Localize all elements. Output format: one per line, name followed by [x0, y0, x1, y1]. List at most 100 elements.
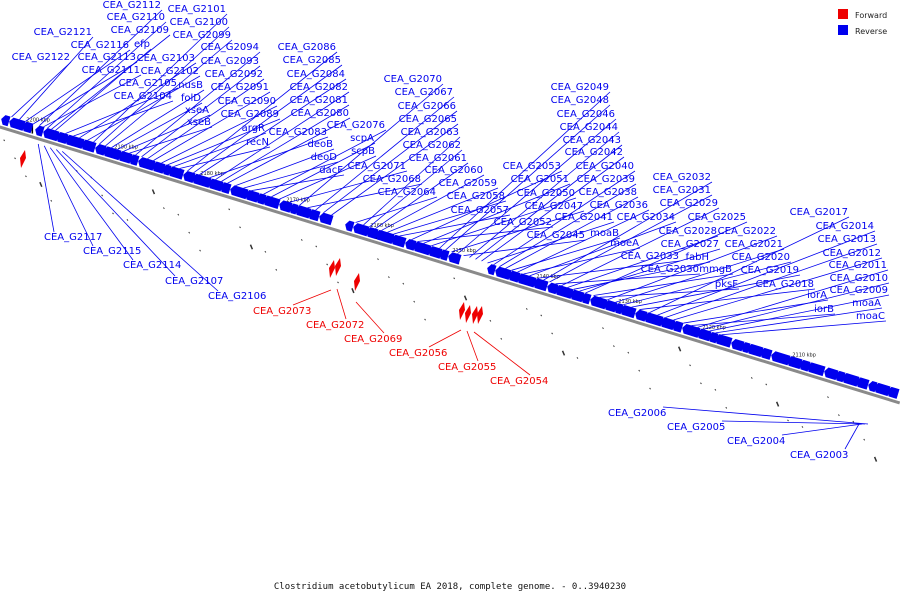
reverse-gene	[439, 249, 450, 261]
forward-gene-label-leader	[355, 301, 385, 334]
reverse-gene-label-leader	[221, 104, 350, 182]
reverse-gene-label: CEA_G2057	[451, 205, 509, 216]
position-dash	[613, 345, 615, 348]
reverse-gene-label-leader	[33, 61, 138, 125]
reverse-gene-label-leader	[369, 149, 463, 228]
reverse-gene-label-leader	[844, 423, 860, 450]
reverse-gene-label: CEA_G2034	[617, 212, 675, 223]
position-dash	[177, 213, 180, 216]
reverse-gene-label: CEA_G2115	[83, 246, 141, 257]
reverse-gene-label: moeA	[610, 238, 639, 249]
position-dash	[402, 282, 405, 285]
reverse-gene-label-leader	[55, 48, 152, 131]
reverse-gene-label: CEA_G2099	[173, 30, 231, 41]
position-dash	[101, 194, 104, 197]
reverse-gene-label-leader	[505, 196, 639, 269]
reverse-gene-label: CEA_G2094	[201, 42, 259, 53]
reverse-gene-label: CEA_G2033	[621, 251, 679, 262]
position-dash	[689, 364, 691, 367]
reverse-gene-label: CEA_G2005	[667, 422, 725, 433]
position-dash	[377, 258, 379, 261]
forward-gene-label-leader	[466, 330, 479, 362]
reverse-gene-label-leader	[51, 34, 171, 130]
genome-backbone	[0, 125, 900, 405]
reverse-gene-label: CEA_G2014	[816, 221, 874, 232]
reverse-gene	[747, 343, 764, 358]
forward-gene	[335, 258, 341, 276]
reverse-gene-label-leader	[567, 235, 719, 288]
reverse-gene	[842, 373, 860, 387]
reverse-gene	[192, 173, 212, 188]
kbp-tick-label: 2190 kbp	[114, 145, 138, 151]
reverse-gene	[345, 220, 355, 232]
forward-gene	[459, 302, 465, 320]
reverse-gene-label-leader	[665, 243, 878, 318]
position-dash	[163, 207, 165, 210]
reverse-gene-label-leader	[451, 210, 585, 253]
reverse-gene-label-leader	[135, 51, 261, 156]
figure-caption: Clostridium acetobutylicum EA 2018, comp…	[274, 582, 626, 592]
forward-gene	[477, 306, 483, 324]
reverse-gene	[697, 328, 712, 342]
reverse-gene	[604, 300, 618, 313]
forward-gene-label-leader	[336, 288, 347, 320]
reverse-gene	[375, 229, 395, 244]
reverse-gene-label: CEA_G2012	[823, 248, 881, 259]
reverse-gene-label-leader	[37, 143, 55, 233]
reverse-gene-label: CEA_G2064	[378, 187, 436, 198]
forward-gene-label: CEA_G2056	[389, 348, 447, 359]
position-dash	[551, 332, 554, 335]
reverse-gene	[65, 134, 85, 149]
reverse-gene-label-leader	[691, 313, 836, 326]
reverse-gene-label-leader	[715, 307, 883, 334]
reverse-gene-label: CEA_G2080	[291, 108, 349, 119]
reverse-gene-label-leader	[439, 91, 611, 249]
reverse-gene-label: CEA_G2100	[170, 17, 228, 28]
forward-gene-label: CEA_G2054	[490, 376, 548, 387]
reverse-gene	[644, 312, 664, 327]
reverse-gene	[56, 132, 69, 145]
position-dash	[638, 369, 641, 372]
forward-gene-label: CEA_G2073	[253, 306, 311, 317]
reverse-gene-label: CEA_G2105	[119, 78, 177, 89]
reverse-gene-label-leader	[363, 136, 461, 226]
reverse-gene	[279, 200, 293, 213]
reverse-gene	[570, 289, 585, 303]
reverse-gene-label: mmgB	[699, 264, 732, 275]
reverse-gene-label-leader	[173, 132, 267, 168]
reverse-gene-label: CEA_G2065	[399, 114, 457, 125]
reverse-gene	[319, 212, 334, 226]
reverse-gene	[682, 323, 701, 338]
reverse-gene-label-leader	[585, 221, 748, 294]
reverse-gene-label: deoB	[308, 139, 334, 150]
reverse-gene-label: moaC	[856, 311, 885, 322]
reverse-gene-label-leader	[235, 148, 335, 187]
forward-gene	[465, 305, 471, 323]
reverse-gene	[413, 241, 432, 256]
reverse-gene	[799, 359, 811, 372]
reverse-gene-label-leader	[615, 248, 785, 303]
position-dash	[489, 319, 492, 322]
reverse-gene-label: CEA_G2018	[756, 279, 814, 290]
position-dash	[351, 288, 355, 294]
reverse-gene-label: CEA_G2025	[688, 212, 746, 223]
reverse-gene	[495, 266, 512, 280]
reverse-gene-label: CEA_G2039	[577, 174, 635, 185]
forward-gene	[472, 306, 478, 324]
reverse-gene-label: CEA_G2006	[608, 408, 666, 419]
reverse-gene	[760, 347, 773, 360]
reverse-gene-label: CEA_G2003	[790, 450, 848, 461]
reverse-gene-label-leader	[431, 197, 577, 247]
reverse-gene-label: CEA_G2107	[165, 276, 223, 287]
reverse-gene-label: CEA_G2047	[525, 201, 583, 212]
reverse-gene	[672, 320, 684, 333]
reverse-gene-label: moaB	[590, 228, 619, 239]
reverse-gene-label: CEA_G2028	[659, 226, 717, 237]
reverse-gene-label: CEA_G2020	[732, 252, 790, 263]
reverse-gene-label: CEA_G2041	[555, 212, 613, 223]
reverse-gene-label-leader	[703, 282, 890, 330]
position-dash	[126, 219, 129, 221]
position-dash	[300, 239, 303, 241]
forward-gene	[354, 273, 360, 291]
